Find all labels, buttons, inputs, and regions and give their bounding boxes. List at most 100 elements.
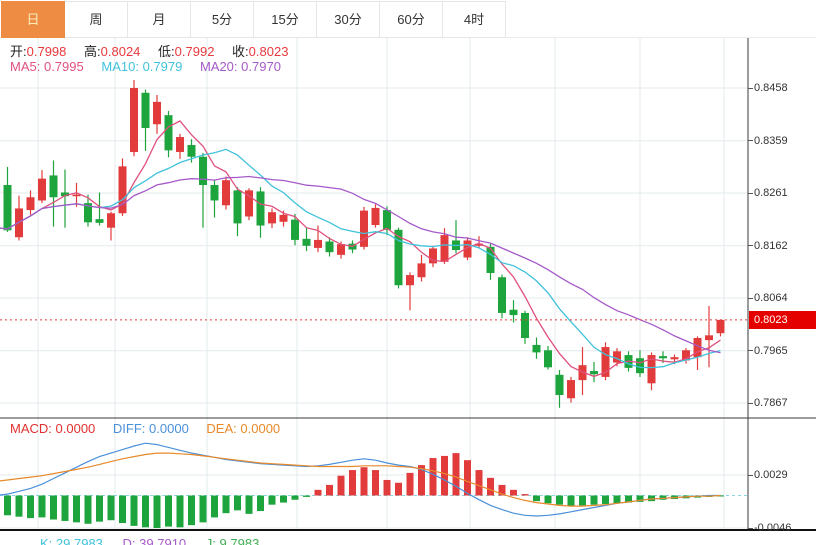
macd-hist-bar <box>303 495 310 497</box>
macd-hist-bar <box>38 495 46 518</box>
axis-tick-mark <box>748 140 753 142</box>
candle-up <box>72 194 81 197</box>
candle-up <box>118 166 127 214</box>
candle-down <box>95 219 104 223</box>
macd-hist-bar <box>487 477 494 496</box>
ma5-value: 0.7995 <box>43 59 84 74</box>
candle-up <box>38 178 46 201</box>
candle-up <box>417 263 426 278</box>
macd-hist-bar <box>544 495 552 504</box>
macd-hist-bar <box>383 479 391 496</box>
macd-hist-bar <box>314 489 322 496</box>
macd-hist-bar <box>222 495 230 514</box>
axis-tick-mark <box>748 350 753 352</box>
ohlc-info-row: 开:0.7998 高:0.8024 低:0.7992 收:0.8023 <box>10 41 302 60</box>
candle-up <box>601 347 610 377</box>
macd-hist-bar <box>441 455 448 496</box>
macd-hist-bar <box>84 495 92 524</box>
macd-hist-bar <box>579 495 586 506</box>
tab-月[interactable]: 月 <box>128 1 191 38</box>
tab-日[interactable]: 日 <box>1 1 65 38</box>
candle-down <box>61 192 69 197</box>
axis-tick-mark <box>748 527 753 529</box>
candle-down <box>532 344 541 353</box>
tab-4时[interactable]: 4时 <box>443 1 506 38</box>
tab-15分[interactable]: 15分 <box>254 1 317 38</box>
candle-down <box>509 309 518 316</box>
macd-label: MACD: <box>10 421 52 436</box>
macd-hist-bar <box>326 484 333 496</box>
candle-up <box>406 275 414 286</box>
axis-tick-label: 0.8064 <box>754 292 788 305</box>
macd-hist-bar <box>625 495 632 503</box>
candle-down <box>383 210 391 230</box>
candle-down <box>394 229 403 286</box>
kdj-k-label: K: <box>40 536 53 545</box>
candle-down <box>233 190 242 224</box>
macd-hist-bar <box>372 470 379 496</box>
kdj-d-label: D: <box>122 536 136 545</box>
candle-down <box>302 238 311 246</box>
candle-up <box>429 248 437 264</box>
axis-tick-label: 0.8261 <box>754 187 788 199</box>
candle-down <box>486 246 495 273</box>
candle-up <box>693 338 702 358</box>
ma5-line <box>0 120 721 378</box>
macd-hist-bar <box>291 495 299 500</box>
macd-hist-bar <box>533 495 540 502</box>
low-value: 0.7992 <box>174 44 215 59</box>
open-label: 开: <box>10 44 27 59</box>
ma10-value: 0.7979 <box>142 59 183 74</box>
ma5-label: MA5: <box>10 59 41 74</box>
candle-down <box>659 356 667 359</box>
kdj-info-row: K: 29.7983 D: 39.7910 J: 9.7983 <box>40 536 275 545</box>
tab-周[interactable]: 周 <box>65 1 128 38</box>
ma20-line <box>0 175 721 354</box>
tab-30分[interactable]: 30分 <box>317 1 380 38</box>
candle-up <box>682 350 690 361</box>
candle-up <box>463 240 472 258</box>
macd-hist-bar <box>280 495 287 503</box>
ma10-line <box>0 148 721 369</box>
diff-label: DIFF: <box>112 421 146 436</box>
macd-hist-bar <box>475 470 483 496</box>
axis-tick-label: 0.8359 <box>754 134 788 147</box>
candle-up <box>279 214 288 222</box>
low-label: 低: <box>158 44 175 59</box>
macd-hist-bar <box>73 495 80 523</box>
candle-up <box>371 207 380 225</box>
kdj-j-label: J: <box>205 536 216 545</box>
macd-hist-bar <box>119 495 126 524</box>
candle-up <box>107 213 115 228</box>
macd-hist-bar <box>165 495 172 527</box>
candle-up <box>567 380 575 399</box>
tab-5分[interactable]: 5分 <box>191 1 254 38</box>
macd-hist-bar <box>567 495 575 507</box>
macd-hist-bar <box>107 495 115 521</box>
timeframe-tabbar: 日周月 5分 15分 30分 60分 4时 <box>1 1 506 38</box>
tab-60分[interactable]: 60分 <box>380 1 443 38</box>
candle-down <box>199 156 207 186</box>
macd-hist-bar <box>96 495 103 522</box>
axis-tick-label: 0.8162 <box>754 239 788 252</box>
macd-hist-bar <box>268 495 276 505</box>
macd-hist-bar <box>498 484 506 496</box>
macd-hist-bar <box>556 495 563 505</box>
open-value: 0.7998 <box>26 44 67 59</box>
candle-up <box>26 197 35 211</box>
macd-hist-bar <box>211 495 218 518</box>
macd-hist-bar <box>176 495 184 528</box>
macd-hist-bar <box>590 495 598 505</box>
macd-hist-bar <box>349 470 356 496</box>
macd-hist-bar <box>452 453 460 496</box>
macd-value: 0.0000 <box>55 421 96 436</box>
candle-down <box>544 350 552 368</box>
candle-down <box>291 219 299 240</box>
macd-hist-bar <box>153 495 161 529</box>
dea-value: 0.0000 <box>240 421 281 436</box>
macd-hist-bar <box>337 475 345 496</box>
axis-tick-mark <box>748 402 753 404</box>
macd-hist-bar <box>245 495 253 514</box>
